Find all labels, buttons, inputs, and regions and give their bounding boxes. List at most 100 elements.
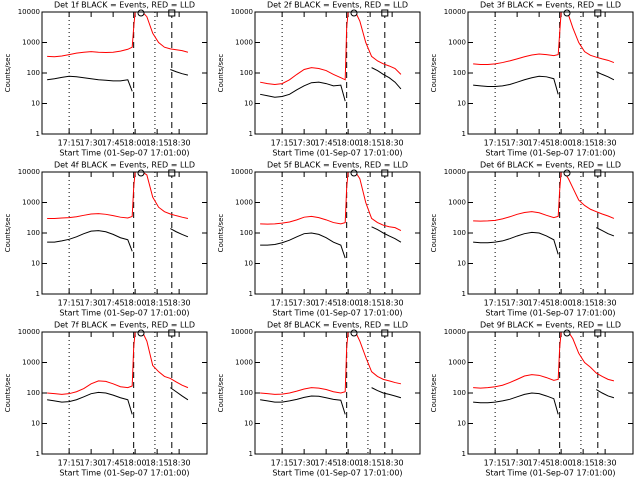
panel: Det 8f BLACK = Events, RED = LLD Counts/s…: [217, 321, 421, 478]
marker: [563, 169, 571, 177]
series-line: [473, 332, 615, 389]
chart-title: Det 1f BLACK = Events, RED = LLD: [54, 1, 195, 10]
series-line: [47, 12, 189, 58]
panel: Det 7f BLACK = Events, RED = LLD Counts/s…: [4, 321, 208, 478]
plot-area: [473, 172, 615, 255]
panel: Det 1f BLACK = Events, RED = LLD Counts/s…: [4, 1, 208, 158]
series-line: [47, 387, 189, 415]
y-axis-label: Counts/sec: [4, 54, 12, 93]
y-tick-label: 1000: [235, 199, 253, 207]
y-axis-label: Counts/sec: [4, 214, 12, 253]
x-tick-label: 17:15: [484, 299, 507, 308]
marker: [594, 9, 602, 17]
y-tick-label: 1: [36, 450, 40, 458]
plot-area: [47, 12, 189, 92]
y-tick-label: 1: [36, 130, 40, 138]
x-tick-label: 17:45: [528, 459, 551, 468]
y-tick-label: 100: [453, 389, 466, 397]
x-tick-label: 17:45: [102, 459, 125, 468]
marker: [350, 9, 358, 17]
y-tick-label: 1: [36, 290, 40, 298]
plot-frame: [41, 171, 208, 295]
x-tick-label: 18:30: [168, 459, 191, 468]
marker: [168, 329, 176, 337]
chart-title: Det 2f BLACK = Events, RED = LLD: [267, 1, 408, 10]
x-tick-label: 18:30: [168, 299, 191, 308]
x-tick-label: 18:15: [359, 299, 382, 308]
chart-title: Det 4f BLACK = Events, RED = LLD: [54, 161, 195, 170]
x-tick-label: 17:45: [315, 459, 338, 468]
series-line: [47, 332, 189, 395]
series-line: [47, 172, 189, 219]
y-tick-label: 10: [244, 420, 253, 428]
y-axis-label: Counts/sec: [4, 374, 12, 413]
x-axis-label: Start Time (01-Sep-07 17:01:00): [59, 469, 189, 478]
y-tick-label: 10: [244, 100, 253, 108]
y-tick-label: 10: [457, 260, 466, 268]
x-tick-label: 17:30: [293, 139, 316, 148]
x-tick-label: 18:15: [572, 299, 595, 308]
x-tick-label: 18:30: [168, 139, 191, 148]
x-tick-label: 18:15: [572, 459, 595, 468]
x-tick-label: 18:30: [594, 139, 617, 148]
y-tick-label: 10: [31, 420, 40, 428]
y-tick-label: 100: [453, 69, 466, 77]
marker: [350, 169, 358, 177]
x-axis-label: Start Time (01-Sep-07 17:01:00): [59, 309, 189, 318]
y-tick-label: 100: [240, 229, 253, 237]
plot-frame: [254, 171, 421, 295]
x-axis-label: Start Time (01-Sep-07 17:01:00): [272, 309, 402, 318]
y-tick-label: 10000: [444, 328, 466, 336]
plot-frame: [41, 11, 208, 135]
y-tick-label: 1000: [448, 199, 466, 207]
chart-title: Det 5f BLACK = Events, RED = LLD: [267, 161, 408, 170]
x-axis-label: Start Time (01-Sep-07 17:01:00): [272, 149, 402, 158]
plot-area: [473, 332, 615, 415]
x-tick-label: 17:30: [80, 139, 103, 148]
marker: [350, 329, 358, 337]
x-tick-label: 17:45: [528, 299, 551, 308]
x-tick-label: 18:00: [337, 459, 360, 468]
x-tick-label: 17:45: [528, 139, 551, 148]
x-tick-label: 18:00: [124, 139, 147, 148]
plot-area: [260, 12, 402, 102]
plot-area: [260, 172, 402, 259]
y-tick-label: 1000: [235, 39, 253, 47]
x-tick-label: 17:30: [80, 459, 103, 468]
y-tick-label: 1: [462, 130, 466, 138]
y-tick-label: 10000: [18, 8, 40, 16]
plot-frame: [254, 11, 421, 135]
x-tick-label: 18:15: [146, 459, 169, 468]
plot-frame: [467, 11, 634, 135]
marker: [137, 9, 145, 17]
x-tick-label: 18:30: [381, 459, 404, 468]
y-axis-label: Counts/sec: [217, 214, 225, 253]
series-line: [260, 387, 402, 415]
panel: Det 2f BLACK = Events, RED = LLD Counts/s…: [217, 1, 421, 158]
x-tick-label: 17:30: [80, 299, 103, 308]
y-tick-label: 10000: [444, 8, 466, 16]
y-tick-label: 1: [462, 450, 466, 458]
x-tick-label: 18:15: [146, 139, 169, 148]
marker: [594, 329, 602, 337]
chart-title: Det 8f BLACK = Events, RED = LLD: [267, 321, 408, 330]
y-tick-label: 10: [31, 260, 40, 268]
x-tick-label: 18:15: [359, 139, 382, 148]
x-tick-label: 18:30: [381, 139, 404, 148]
series-line: [260, 332, 402, 395]
plot-frame: [41, 331, 208, 455]
marker: [168, 169, 176, 177]
series-line: [473, 71, 615, 95]
x-tick-label: 17:45: [315, 139, 338, 148]
marker: [563, 9, 571, 17]
x-tick-label: 18:30: [594, 299, 617, 308]
plot-frame: [254, 331, 421, 455]
plot-frame: [467, 171, 634, 295]
x-tick-label: 17:30: [293, 459, 316, 468]
series-line: [47, 69, 189, 92]
x-tick-label: 17:15: [58, 299, 81, 308]
x-tick-label: 17:30: [506, 459, 529, 468]
x-tick-label: 18:15: [359, 459, 382, 468]
y-tick-label: 1000: [22, 199, 40, 207]
